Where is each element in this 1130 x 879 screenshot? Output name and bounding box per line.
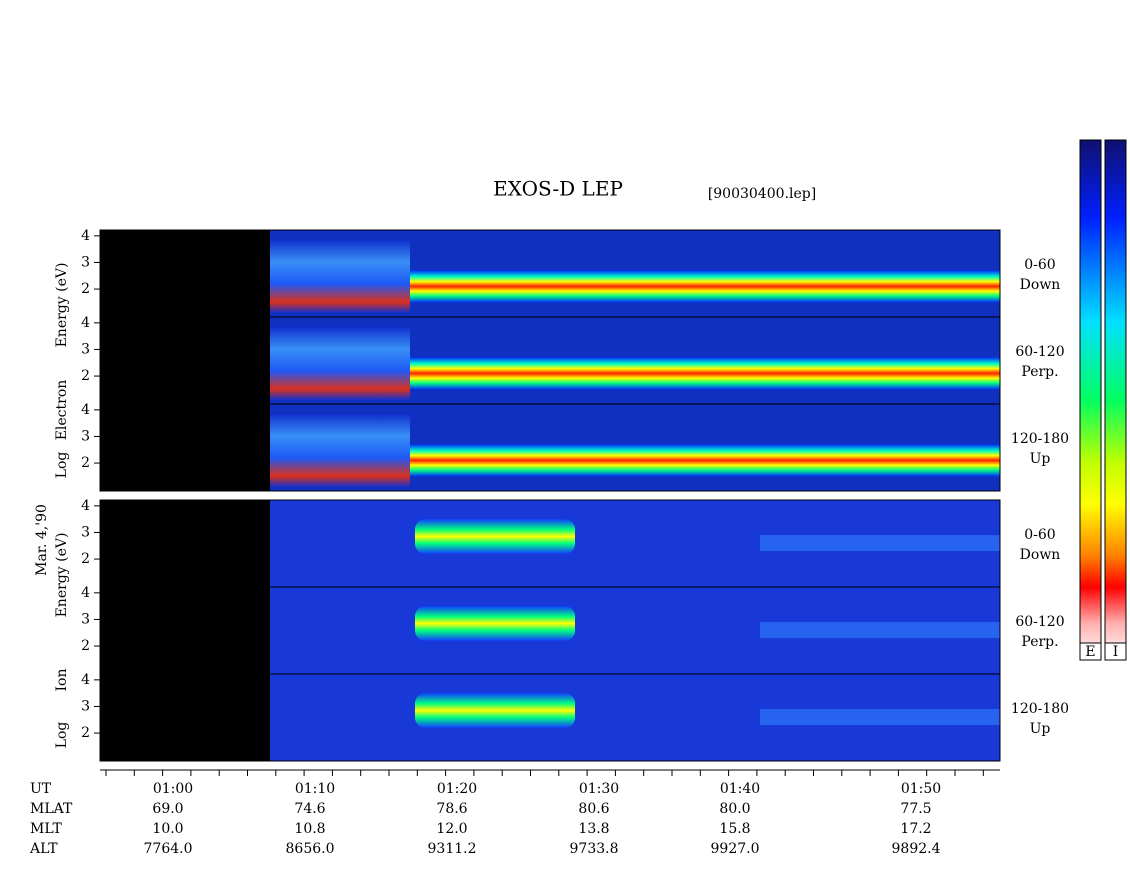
y-tick-label: 3 bbox=[81, 428, 90, 444]
colorbar-i bbox=[1104, 139, 1127, 661]
y-tick-label: 3 bbox=[81, 254, 90, 270]
y-axis-label: Energy (eV) bbox=[54, 533, 70, 618]
orbit-value: 13.8 bbox=[578, 821, 609, 837]
data-gap bbox=[100, 404, 270, 491]
spectrogram-band bbox=[410, 270, 1000, 303]
data-gap bbox=[100, 674, 270, 761]
date-label: Mar. 4,'90 bbox=[34, 504, 50, 576]
y-tick-label: 4 bbox=[81, 585, 90, 601]
panel-label: 60-120 bbox=[1015, 614, 1064, 630]
panel-label: Up bbox=[1030, 451, 1051, 467]
spectrogram-early bbox=[270, 240, 410, 313]
colorbar-label-box bbox=[1104, 642, 1127, 661]
orbit-value: 01:10 bbox=[295, 781, 335, 797]
panel-label: Perp. bbox=[1021, 634, 1058, 650]
row-header: MLT bbox=[30, 821, 62, 837]
orbit-value: 9311.2 bbox=[428, 841, 477, 857]
spectrogram-band bbox=[415, 606, 575, 641]
orbit-value: 01:20 bbox=[437, 781, 477, 797]
spectrogram-band bbox=[415, 693, 575, 728]
panel-label: 60-120 bbox=[1015, 344, 1064, 360]
orbit-value: 8656.0 bbox=[286, 841, 335, 857]
y-tick-label: 2 bbox=[81, 368, 90, 384]
orbit-value: 80.6 bbox=[578, 801, 609, 817]
panel-label: 120-180 bbox=[1011, 701, 1069, 717]
y-axis-label: Electron bbox=[54, 380, 70, 441]
row-header: ALT bbox=[29, 841, 58, 857]
y-tick-label: 3 bbox=[81, 611, 90, 627]
y-tick-label: 3 bbox=[81, 341, 90, 357]
spectrogram-faint bbox=[760, 622, 1000, 639]
y-tick-label: 2 bbox=[81, 551, 90, 567]
orbit-value: 78.6 bbox=[436, 801, 467, 817]
orbit-value: 9927.0 bbox=[711, 841, 760, 857]
orbit-value: 12.0 bbox=[436, 821, 467, 837]
orbit-value: 01:30 bbox=[579, 781, 619, 797]
y-tick-label: 4 bbox=[81, 315, 90, 331]
orbit-value: 01:40 bbox=[720, 781, 760, 797]
orbit-value: 17.2 bbox=[900, 821, 931, 837]
y-tick-label: 4 bbox=[81, 498, 90, 514]
orbit-value: 77.5 bbox=[900, 801, 931, 817]
spectrogram-early bbox=[270, 327, 410, 400]
data-gap bbox=[100, 230, 270, 317]
orbit-value: 01:50 bbox=[901, 781, 941, 797]
panel-frame bbox=[99, 673, 1001, 762]
panel-label: Up bbox=[1030, 721, 1051, 737]
colorbar-label: I bbox=[1113, 644, 1119, 660]
orbit-value: 69.0 bbox=[152, 801, 183, 817]
panel-label: 120-180 bbox=[1011, 431, 1069, 447]
panel-label: 0-60 bbox=[1024, 257, 1055, 273]
y-tick-label: 4 bbox=[81, 228, 90, 244]
data-gap bbox=[100, 500, 270, 587]
panel-label: Perp. bbox=[1021, 364, 1058, 380]
data-gap bbox=[100, 317, 270, 404]
orbit-value: 80.0 bbox=[719, 801, 750, 817]
y-axis-label: Log bbox=[54, 722, 70, 749]
y-tick-label: 2 bbox=[81, 725, 90, 741]
spectrogram-faint bbox=[760, 535, 1000, 552]
data-gap bbox=[100, 587, 270, 674]
panel-frame bbox=[99, 403, 1001, 492]
y-axis-label: Ion bbox=[54, 669, 70, 692]
y-tick-label: 2 bbox=[81, 455, 90, 471]
spectrogram-early bbox=[270, 414, 410, 487]
orbit-value: 10.8 bbox=[294, 821, 325, 837]
panel-label: 0-60 bbox=[1024, 527, 1055, 543]
colorbar-label: E bbox=[1085, 644, 1095, 660]
y-tick-label: 2 bbox=[81, 638, 90, 654]
panel-label: Down bbox=[1020, 277, 1061, 293]
orbit-value: 15.8 bbox=[719, 821, 750, 837]
y-tick-label: 4 bbox=[81, 672, 90, 688]
orbit-value: 7764.0 bbox=[144, 841, 193, 857]
orbit-value: 01:00 bbox=[153, 781, 193, 797]
y-tick-label: 2 bbox=[81, 281, 90, 297]
spectrogram-faint bbox=[760, 709, 1000, 726]
y-tick-label: 3 bbox=[81, 524, 90, 540]
spectrogram-band bbox=[415, 519, 575, 554]
y-tick-label: 4 bbox=[81, 402, 90, 418]
spectrogram-band bbox=[410, 357, 1000, 390]
panel-label: Down bbox=[1020, 547, 1061, 563]
y-axis-label: Log bbox=[54, 452, 70, 479]
row-header: MLAT bbox=[30, 801, 73, 817]
colorbar-e bbox=[1079, 139, 1102, 661]
colorbar-label-box bbox=[1079, 642, 1102, 661]
orbit-value: 9733.8 bbox=[570, 841, 619, 857]
spectrogram-band bbox=[410, 444, 1000, 477]
orbit-value: 10.0 bbox=[152, 821, 183, 837]
orbit-value: 9892.4 bbox=[892, 841, 941, 857]
subtitle: [90030400.lep] bbox=[708, 186, 816, 202]
y-axis-label: Energy (eV) bbox=[54, 263, 70, 348]
orbit-value: 74.6 bbox=[294, 801, 325, 817]
row-header: UT bbox=[30, 781, 52, 797]
title: EXOS-D LEP bbox=[493, 177, 623, 201]
y-tick-label: 3 bbox=[81, 698, 90, 714]
